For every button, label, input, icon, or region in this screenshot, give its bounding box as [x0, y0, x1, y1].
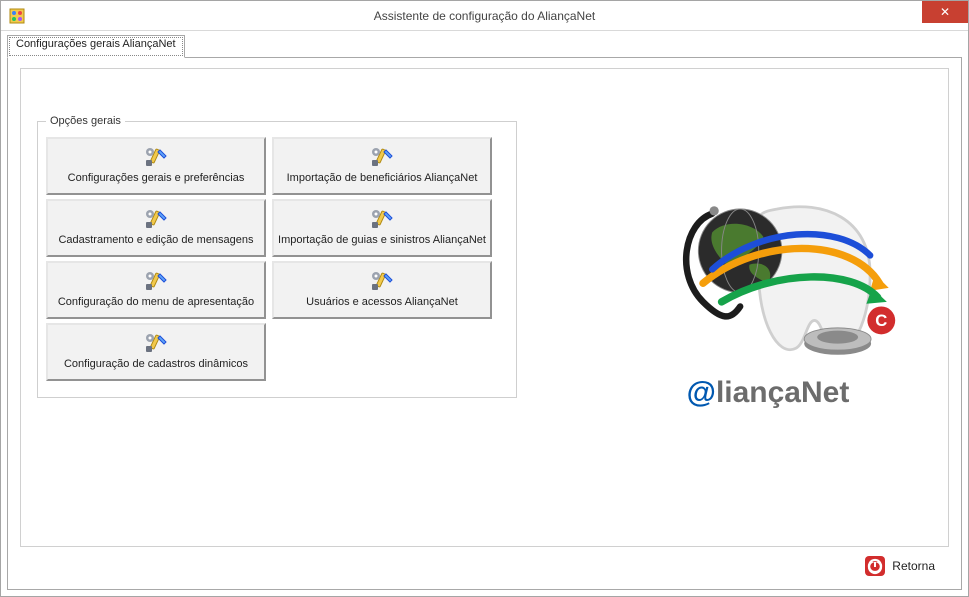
tools-icon: [368, 146, 396, 170]
group-opcoes-gerais: Opções gerais Configu: [37, 115, 517, 398]
option-label: Importação de guias e sinistros AliançaN…: [278, 234, 486, 246]
tab-label: Configurações gerais AliançaNet: [16, 38, 176, 50]
group-legend: Opções gerais: [46, 115, 125, 127]
app-icon: [9, 8, 25, 24]
close-button[interactable]: ✕: [922, 1, 968, 23]
tools-icon: [368, 208, 396, 232]
brand-at: @: [687, 376, 716, 409]
btn-config-cadastros-dinamicos[interactable]: Configuração de cadastros dinâmicos: [46, 323, 266, 381]
svg-text:C: C: [875, 311, 887, 330]
tools-icon: [142, 270, 170, 294]
brand-illustration: C: [638, 179, 898, 369]
btn-config-gerais-preferencias[interactable]: Configurações gerais e preferências: [46, 137, 266, 195]
option-label: Configurações gerais e preferências: [68, 172, 245, 184]
close-icon: ✕: [940, 5, 950, 19]
power-icon: [864, 555, 886, 577]
option-label: Cadastramento e edição de mensagens: [58, 234, 253, 246]
brand-text: @liançaNet: [628, 376, 908, 410]
app-window: Assistente de configuração do AliançaNet…: [0, 0, 969, 597]
brand-logo: C @liançaNet: [628, 179, 908, 410]
option-label: Configuração do menu de apresentação: [58, 296, 254, 308]
btn-cadastramento-mensagens[interactable]: Cadastramento e edição de mensagens: [46, 199, 266, 257]
brand-name: liançaNet: [716, 376, 849, 409]
retorna-button[interactable]: Retorna: [860, 553, 939, 579]
tools-icon: [142, 146, 170, 170]
tabpanel: Opções gerais Configu: [7, 57, 962, 590]
tabstrip: Configurações gerais AliançaNet: [7, 35, 962, 57]
tools-icon: [368, 270, 396, 294]
btn-usuarios-acessos[interactable]: Usuários e acessos AliançaNet: [272, 261, 492, 319]
btn-importacao-guias-sinistros[interactable]: Importação de guias e sinistros AliançaN…: [272, 199, 492, 257]
inner-frame: Opções gerais Configu: [20, 68, 949, 547]
option-label: Usuários e acessos AliançaNet: [306, 296, 458, 308]
window-title: Assistente de configuração do AliançaNet: [1, 9, 968, 23]
btn-config-menu-apresentacao[interactable]: Configuração do menu de apresentação: [46, 261, 266, 319]
option-buttons-grid: Configurações gerais e preferências: [46, 133, 508, 381]
option-label: Importação de beneficiários AliançaNet: [287, 172, 478, 184]
option-label: Configuração de cadastros dinâmicos: [64, 358, 248, 370]
client-area: Configurações gerais AliançaNet Opções g…: [1, 31, 968, 596]
btn-importacao-beneficiarios[interactable]: Importação de beneficiários AliançaNet: [272, 137, 492, 195]
titlebar: Assistente de configuração do AliançaNet…: [1, 1, 968, 31]
retorna-label: Retorna: [892, 559, 935, 573]
tools-icon: [142, 208, 170, 232]
tools-icon: [142, 332, 170, 356]
tab-configuracoes-gerais[interactable]: Configurações gerais AliançaNet: [7, 35, 185, 58]
footer: Retorna: [20, 547, 949, 581]
